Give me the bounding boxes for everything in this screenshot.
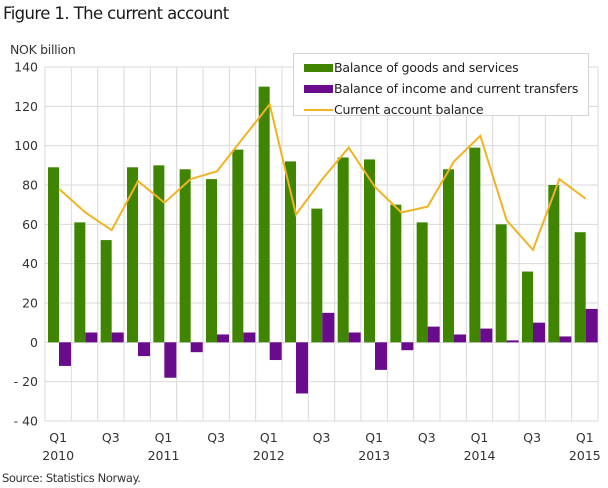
bar-goods-2013Q4 <box>443 169 454 343</box>
x-tick-quarter: Q1 <box>49 430 67 445</box>
bar-goods-2011Q2 <box>179 169 191 343</box>
x-tick-quarter: Q1 <box>576 430 594 445</box>
x-tick-year: 2013 <box>358 448 390 463</box>
bar-goods-2010Q2 <box>74 222 86 343</box>
bar-goods-2011Q3 <box>206 179 217 343</box>
bar-goods-2013Q3 <box>416 222 428 343</box>
x-tick-year: 2010 <box>42 448 74 463</box>
bar-goods-2012Q1 <box>258 86 270 343</box>
bar-goods-2011Q1 <box>153 165 165 343</box>
bar-income-2014Q3 <box>533 322 545 343</box>
bar-income-2015Q1 <box>585 308 598 343</box>
bar-goods-2011Q4 <box>232 149 244 343</box>
legend-item-income: Balance of income and current transfers <box>304 78 588 99</box>
line-swatch-icon <box>304 108 333 111</box>
bar-goods-2010Q1 <box>48 167 59 343</box>
bar-income-2014Q2 <box>506 340 519 343</box>
bar-income-2014Q1 <box>480 328 493 343</box>
x-tick-quarter: Q3 <box>418 430 436 445</box>
bar-goods-2013Q1 <box>364 159 375 343</box>
bar-income-2011Q3 <box>217 334 229 343</box>
green-bar-swatch-icon <box>304 63 333 72</box>
bar-income-2013Q2 <box>401 342 414 351</box>
bar-income-2011Q4 <box>243 332 256 343</box>
y-tick-label: - 40 <box>14 414 38 429</box>
y-tick-label: 60 <box>22 217 38 232</box>
bar-goods-2010Q4 <box>127 167 138 343</box>
bar-goods-2014Q2 <box>495 224 507 343</box>
y-tick-label: 40 <box>22 256 38 271</box>
bar-income-2013Q3 <box>427 326 440 343</box>
y-tick-label: 140 <box>14 60 38 75</box>
x-tick-quarter: Q3 <box>523 430 541 445</box>
x-tick-year: 2015 <box>569 448 601 463</box>
purple-bar-swatch-icon <box>304 84 333 93</box>
bar-goods-2012Q4 <box>337 157 349 343</box>
bar-goods-2012Q3 <box>311 208 323 343</box>
bar-series <box>48 86 598 394</box>
bar-goods-2015Q1 <box>574 232 586 343</box>
x-tick-quarter: Q3 <box>207 430 225 445</box>
y-tick-label: 20 <box>22 296 38 311</box>
y-tick-label: 0 <box>30 335 38 350</box>
x-tick-quarter: Q1 <box>260 430 278 445</box>
bar-income-2013Q1 <box>375 342 387 370</box>
bar-income-2012Q3 <box>322 312 335 343</box>
bar-income-2010Q3 <box>111 332 124 343</box>
bar-income-2010Q4 <box>138 342 150 357</box>
x-tick-year: 2011 <box>148 448 180 463</box>
chart-title: Figure 1. The current account <box>3 4 229 23</box>
legend-label: Balance of goods and services <box>334 60 519 75</box>
current-account-line <box>58 102 587 252</box>
x-tick-quarter: Q1 <box>155 430 173 445</box>
bar-income-2011Q2 <box>190 342 203 353</box>
x-tick-quarter: Q3 <box>313 430 331 445</box>
bar-goods-2014Q1 <box>469 147 481 343</box>
x-tick-year: 2012 <box>253 448 285 463</box>
bar-goods-2014Q3 <box>522 271 533 343</box>
y-axis-ticks: 140 120 100 80 60 40 20 0 - 20 - 40 <box>14 60 38 429</box>
x-axis-ticks: Q1 2010 Q3 Q1 2011 Q3 Q1 2012 Q3 Q1 2013 Q3 Q1 2014 Q3… <box>42 430 600 463</box>
bar-income-2013Q4 <box>454 334 466 343</box>
x-tick-year: 2014 <box>464 448 496 463</box>
bar-income-2011Q1 <box>164 342 177 378</box>
bar-goods-2010Q3 <box>100 240 112 343</box>
legend-label: Current account balance <box>334 102 484 117</box>
x-tick-quarter: Q3 <box>102 430 120 445</box>
y-tick-label: 100 <box>14 138 38 153</box>
x-tick-quarter: Q1 <box>471 430 489 445</box>
legend-label: Balance of income and current transfers <box>334 81 579 96</box>
y-tick-label: 120 <box>14 99 38 114</box>
legend-item-current-account: Current account balance <box>304 99 588 120</box>
x-tick-quarter: Q1 <box>365 430 383 445</box>
chart-legend: Balance of goods and services Balance of… <box>293 53 589 117</box>
bar-goods-2012Q2 <box>285 161 296 343</box>
bar-income-2012Q4 <box>348 332 361 343</box>
bar-goods-2014Q4 <box>548 185 560 343</box>
bar-income-2012Q2 <box>296 342 308 394</box>
bar-goods-2013Q2 <box>390 204 402 343</box>
y-axis-unit-label: NOK billion <box>10 42 76 57</box>
line-series <box>58 102 587 252</box>
y-tick-label: - 20 <box>14 374 38 389</box>
y-tick-label: 80 <box>22 178 38 193</box>
source-note: Source: Statistics Norway. <box>2 471 141 485</box>
bar-income-2014Q4 <box>559 336 572 343</box>
bar-income-2010Q1 <box>59 342 71 366</box>
bar-income-2010Q2 <box>85 332 98 343</box>
bar-income-2012Q1 <box>269 342 282 361</box>
legend-item-goods: Balance of goods and services <box>304 57 588 78</box>
